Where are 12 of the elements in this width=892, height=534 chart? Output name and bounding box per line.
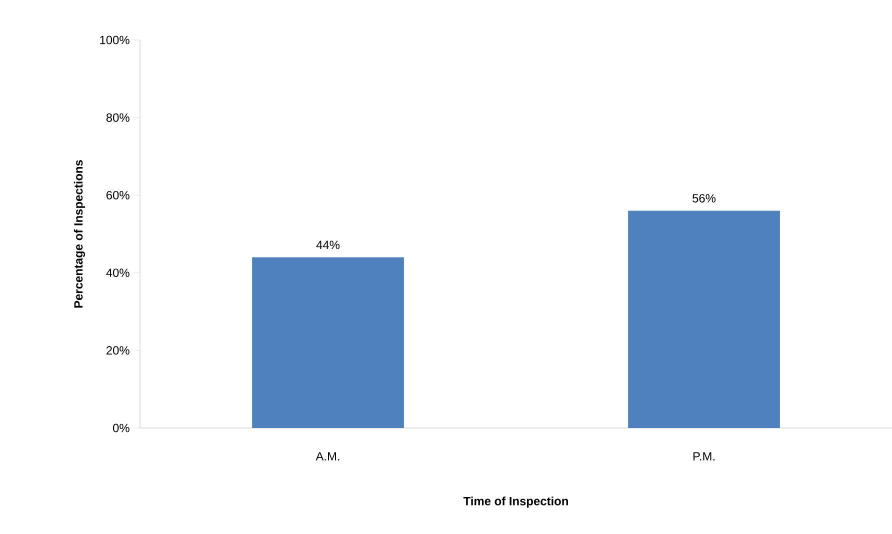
data-label: 56% — [692, 194, 716, 203]
x-tick-label: P.M. — [693, 452, 714, 460]
y-tick-label: 20% — [106, 346, 130, 355]
y-tick-label: 60% — [106, 190, 130, 200]
x-tick-label: A.M. — [316, 452, 340, 460]
y-tick-label: 0% — [113, 424, 130, 432]
data-label: 44% — [316, 240, 340, 250]
y-tick-label: 80% — [106, 113, 130, 122]
x-axis-title: Time of Inspection — [463, 496, 568, 508]
y-axis-title: Percentage of Inspections — [74, 160, 86, 308]
y-tick-label: 100% — [100, 36, 130, 44]
y-tick-label: 40% — [106, 268, 130, 278]
